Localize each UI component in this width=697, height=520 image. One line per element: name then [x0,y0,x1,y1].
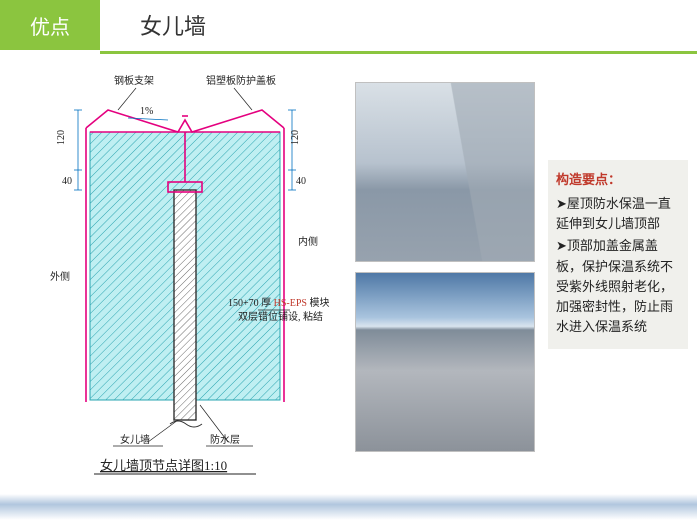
label-steel-bracket: 钢板支架 [114,74,154,87]
dim-40-right: 40 [296,176,306,187]
footer-decoration [0,494,697,520]
dim-120-right: 120 [290,130,301,145]
label-outside: 外侧 [50,270,70,283]
diagram-caption: 女儿墙顶节点详图1:10 [100,458,227,473]
label-alu-cover: 铝塑板防护盖板 [206,74,276,87]
slide-header: 优点 女儿墙 [0,0,697,50]
slope-label: 1% [140,106,153,117]
label-parapet: 女儿墙 [120,433,150,446]
notes-title: 构造要点： [556,170,680,190]
label-module-line2: 双层错位铺设, 粘结 [238,310,323,323]
notes-bullet-2: ➤顶部加盖金属盖板，保护保温系统不受紫外线照射老化，加强密封性，防止雨水进入保温… [556,236,680,337]
notes-panel: 构造要点： ➤屋顶防水保温一直延伸到女儿墙顶部 ➤顶部加盖金属盖板，保护保温系统… [548,160,688,349]
header-badge: 优点 [0,0,100,50]
photo-top [355,82,535,262]
detail-diagram: 120 40 120 40 1% 钢板支架 铝塑板防护盖板 外侧 内侧 150+… [28,70,336,480]
content-area: 120 40 120 40 1% 钢板支架 铝塑板防护盖板 外侧 内侧 150+… [0,50,697,490]
diagram-svg: 120 40 120 40 1% 钢板支架 铝塑板防护盖板 外侧 内侧 150+… [28,70,336,480]
page-title: 女儿墙 [140,9,206,41]
dim-40-left: 40 [62,176,72,187]
notes-bullet-1: ➤屋顶防水保温一直延伸到女儿墙顶部 [556,194,680,234]
title-area: 女儿墙 [100,0,697,50]
label-module-line1: 150+70 厚 HS-EPS 模块 [228,297,330,309]
label-waterproof: 防水层 [210,433,240,446]
dim-120-left: 120 [56,130,67,145]
label-inside: 内侧 [298,235,318,248]
photo-bottom [355,272,535,452]
